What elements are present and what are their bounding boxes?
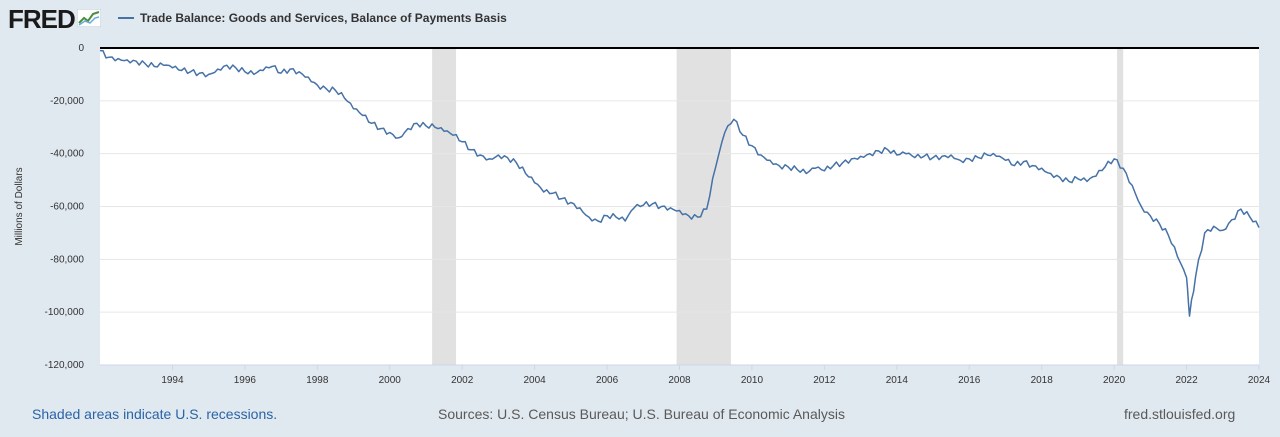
x-tick-label: 2014 bbox=[886, 375, 909, 386]
y-tick-label: -100,000 bbox=[45, 307, 85, 318]
trade-balance-chart[interactable]: 0 -20,000 -40,000 -60,000 -80,000 -100,000 -12… bbox=[0, 0, 1280, 400]
y-tick-label: -80,000 bbox=[50, 254, 84, 265]
x-tick-label: 2002 bbox=[451, 375, 474, 386]
x-tick-label: 2022 bbox=[1175, 375, 1198, 386]
x-tick-label: 2006 bbox=[596, 375, 619, 386]
x-tick-label: 2018 bbox=[1031, 375, 1054, 386]
y-axis-title: Millions of Dollars bbox=[14, 167, 25, 245]
series-line[interactable] bbox=[99, 49, 1260, 317]
x-tick-label: 1998 bbox=[306, 375, 329, 386]
fred-url-link[interactable]: fred.stlouisfed.org bbox=[1124, 406, 1236, 422]
chart-legend[interactable]: Trade Balance: Goods and Services, Balan… bbox=[118, 10, 507, 26]
y-tick-label: -60,000 bbox=[50, 202, 84, 213]
x-tick-label: 2010 bbox=[741, 375, 764, 386]
recession-note-link[interactable]: Shaded areas indicate U.S. recessions. bbox=[32, 406, 278, 422]
x-tick-label: 2020 bbox=[1103, 375, 1126, 386]
y-tick-label: -40,000 bbox=[50, 149, 84, 160]
x-tick-label: 1994 bbox=[161, 375, 184, 386]
x-tick-label: 2008 bbox=[668, 375, 691, 386]
legend-series-label: Trade Balance: Goods and Services, Balan… bbox=[140, 11, 507, 25]
x-tick-label: 1996 bbox=[234, 375, 257, 386]
x-tick-label: 2004 bbox=[524, 375, 547, 386]
legend-series-swatch bbox=[118, 17, 134, 19]
y-tick-label: -20,000 bbox=[50, 96, 84, 107]
x-tick-label: 2016 bbox=[958, 375, 981, 386]
fred-logo-text: FRED bbox=[8, 4, 76, 34]
y-tick-label: 0 bbox=[78, 43, 84, 54]
x-tick-label: 2000 bbox=[379, 375, 402, 386]
sources-note: Sources: U.S. Census Bureau; U.S. Bureau… bbox=[438, 406, 845, 422]
x-tick-label: 2012 bbox=[813, 375, 836, 386]
x-tick-label: 2024 bbox=[1248, 375, 1271, 386]
y-tick-label: -120,000 bbox=[45, 360, 85, 371]
